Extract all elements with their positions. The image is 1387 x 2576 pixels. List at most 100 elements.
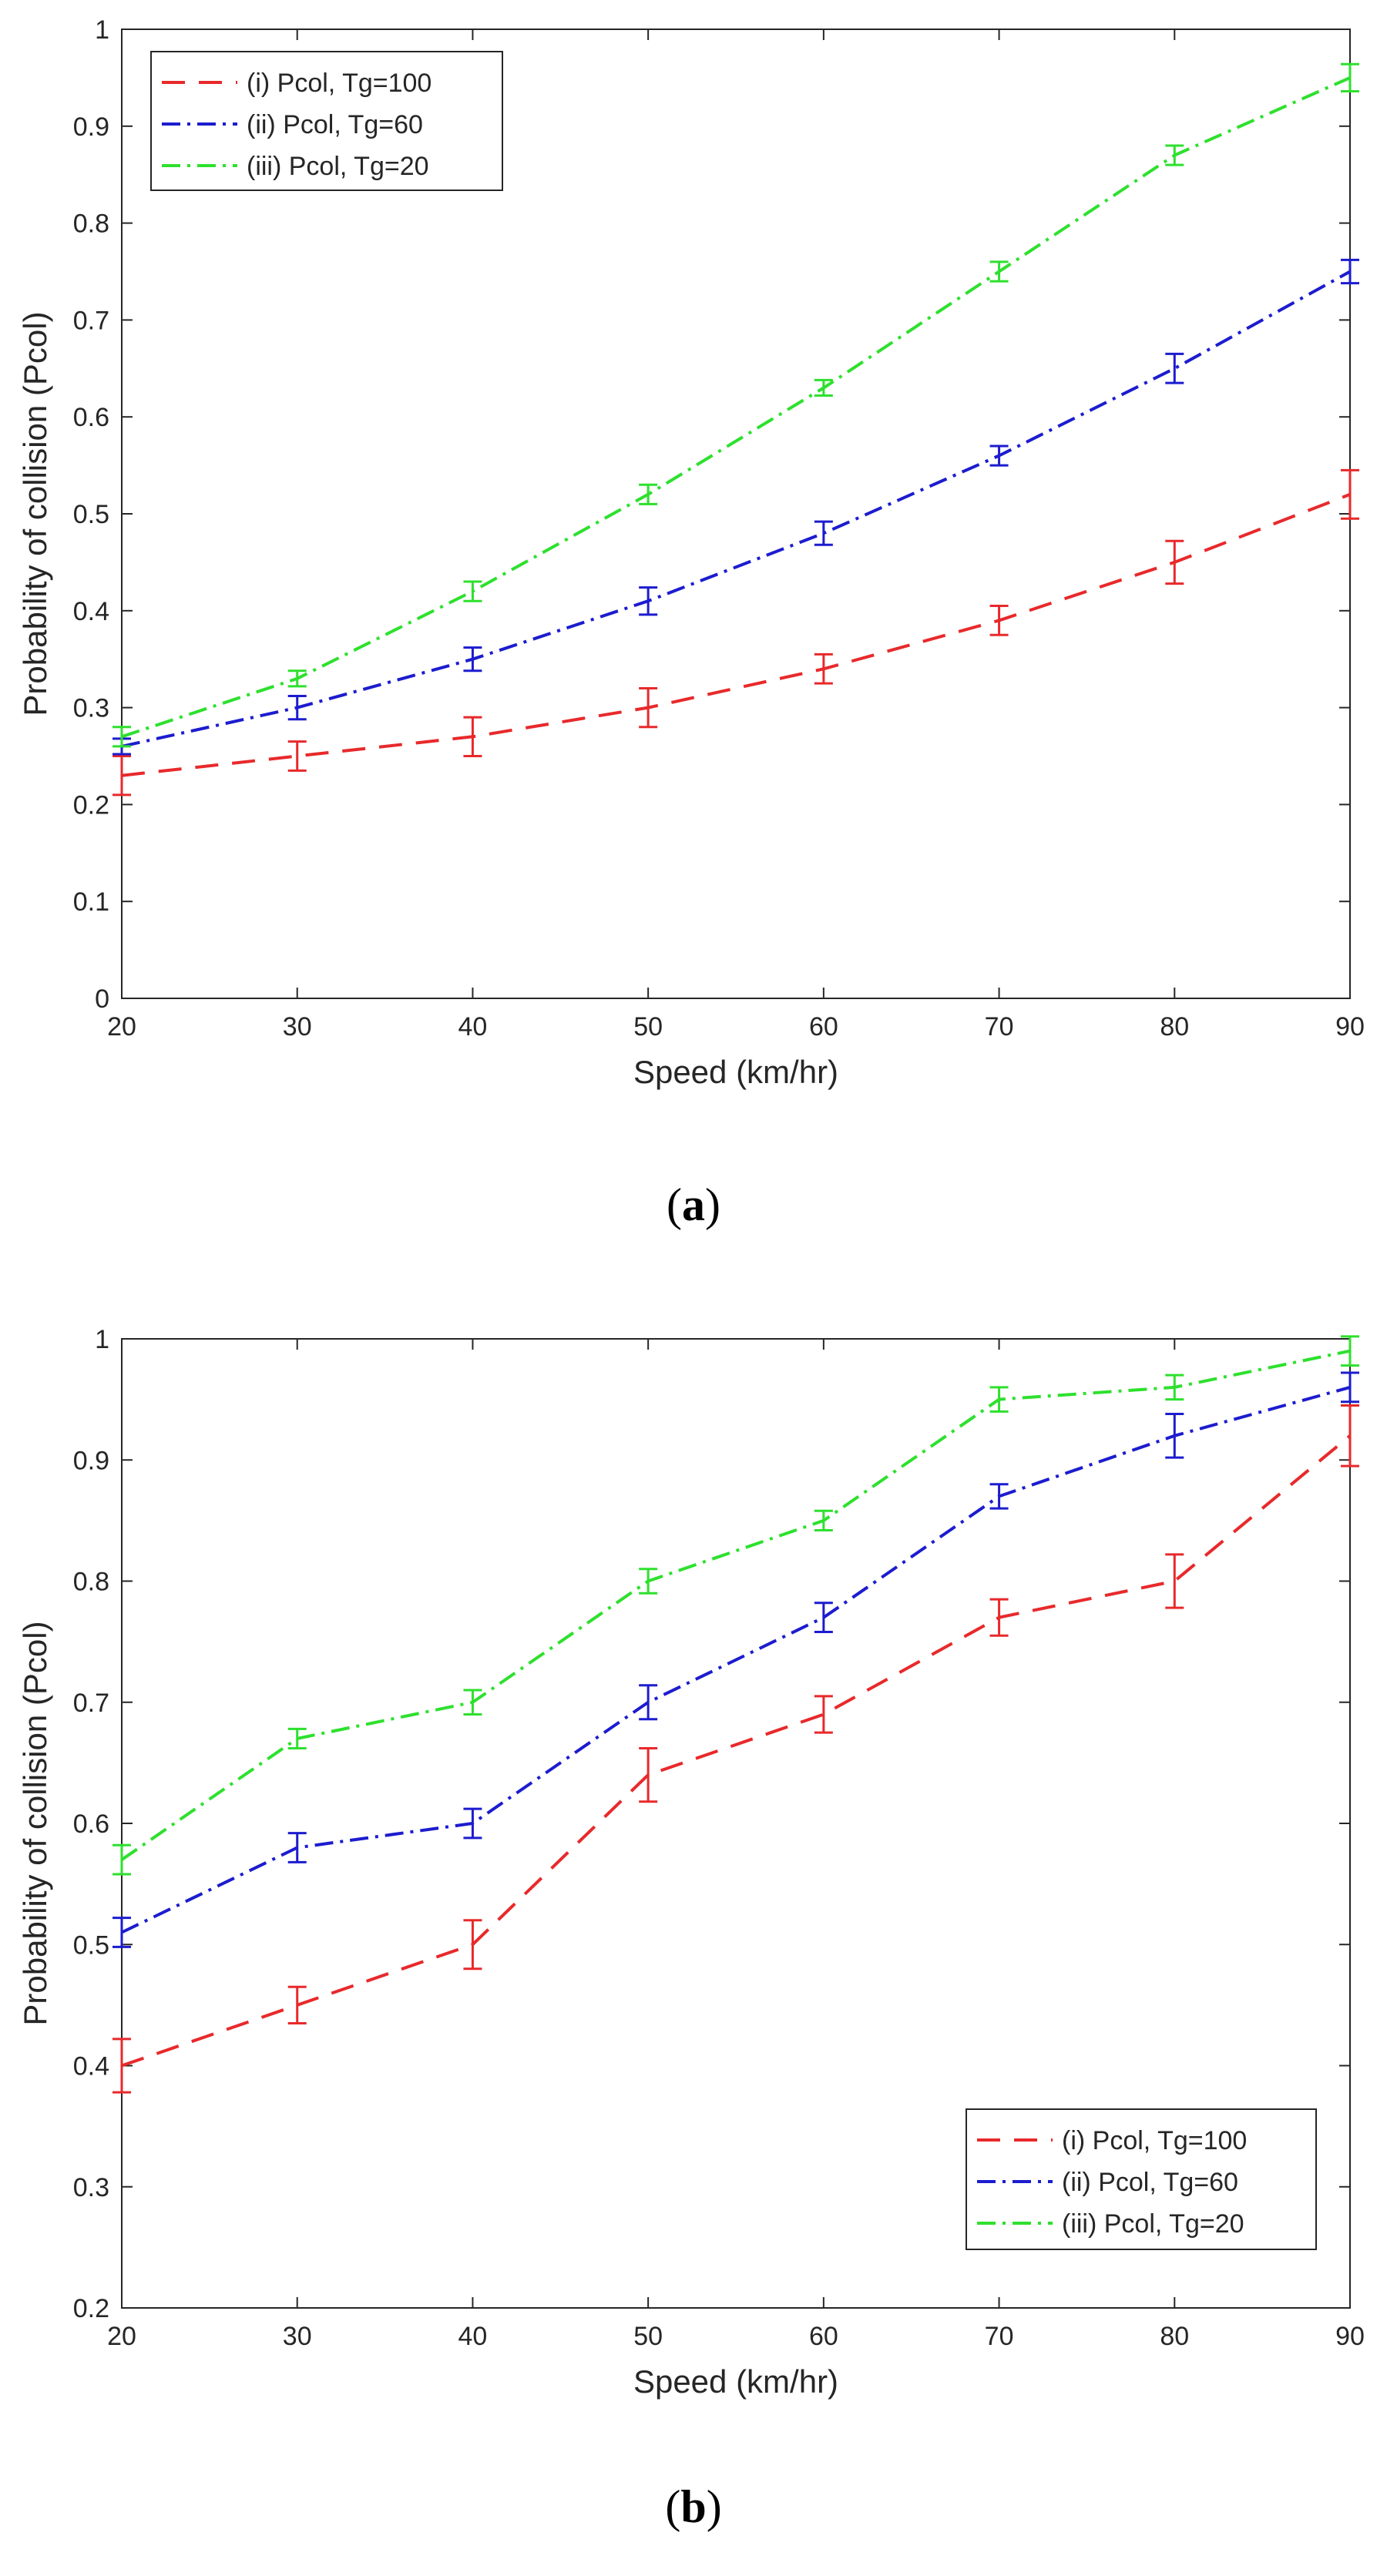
error-bar-point (814, 1602, 833, 1634)
legend-label: (i) Pcol, Tg=100 (1062, 2126, 1247, 2155)
error-bar-point (639, 1684, 658, 1721)
y-tick-label: 0.3 (73, 2173, 109, 2202)
caption-b: (b) (665, 2481, 722, 2532)
error-bar-point (287, 695, 307, 721)
legend-label: (ii) Pcol, Tg=60 (247, 110, 423, 139)
legend-label: (i) Pcol, Tg=100 (247, 69, 432, 98)
error-bar-point (463, 1807, 482, 1840)
series-line (121, 270, 1351, 748)
error-bar-point (814, 520, 833, 546)
error-bar-point (1341, 258, 1359, 285)
error-bar-point (639, 1747, 658, 1803)
series-b-1 (113, 1404, 1359, 2094)
error-bar-point (287, 740, 307, 772)
legend-b: (i) Pcol, Tg=100 (ii) Pcol, Tg=60 (iii) Pc… (966, 2108, 1317, 2250)
error-bar-point (814, 1695, 833, 1734)
error-bar-point (113, 755, 131, 797)
error-bar-point (1165, 1412, 1184, 1459)
y-tick-label: 0.6 (73, 403, 109, 432)
series-line (120, 1349, 1351, 1861)
y-axis-label: Probability of collision (Pcol) (17, 1621, 53, 2025)
y-tick-label: 0.7 (73, 1689, 109, 1718)
x-tick-label: 70 (985, 1012, 1014, 1041)
error-bar-point (989, 444, 1009, 467)
error-bar-point (113, 726, 131, 748)
chart-panel-a: 20 30 40 50 60 70 80 90 0 0.1 0.2 0.3 0.4 0.5 0.6 0.7 0.… (17, 15, 1365, 1090)
error-bar-point (463, 646, 482, 673)
error-bar-point (814, 1509, 833, 1531)
y-tick-label: 0.5 (73, 500, 109, 529)
y-tick-label: 0.5 (73, 1930, 109, 1960)
error-bar-point (1165, 1374, 1184, 1401)
x-tick-label: 90 (1335, 1012, 1365, 1041)
y-tick-label: 0.9 (73, 112, 109, 142)
y-tick-label: 1 (95, 15, 109, 45)
error-bar-point (639, 1568, 658, 1595)
error-bar-point (1341, 468, 1359, 520)
x-tick-label: 20 (107, 1012, 136, 1041)
x-tick-label: 50 (633, 1012, 663, 1041)
series-line (121, 1385, 1351, 1934)
error-bar-point (1165, 539, 1184, 585)
series-a-3 (113, 62, 1359, 748)
x-tick-label: 80 (1160, 1012, 1189, 1041)
y-tick-label: 0.7 (73, 306, 109, 335)
error-bar-point (287, 1727, 307, 1750)
y-tick-label: 0.4 (73, 2052, 109, 2081)
y-axis-label: Probability of collision (Pcol) (17, 311, 53, 716)
caption-a: (a) (667, 1179, 720, 1230)
x-axis-label: Speed (km/hr) (633, 1054, 838, 1090)
series-line (121, 492, 1351, 777)
error-bar-point (639, 586, 658, 616)
caption-b-letter: b (680, 2481, 707, 2532)
error-bar-point (287, 1985, 307, 2024)
x-tick-label: 30 (283, 1012, 312, 1041)
series-line (121, 1434, 1352, 2068)
y-tick-label: 0.9 (73, 1446, 109, 1475)
y-tick-label: 0.2 (73, 2294, 109, 2323)
x-axis-label: Speed (km/hr) (633, 2363, 838, 2400)
error-bar-point (814, 378, 833, 397)
error-bar-point (113, 2038, 131, 2094)
error-bar-point (287, 1832, 307, 1863)
error-bar-point (113, 1917, 131, 1948)
error-bar-point (463, 1919, 482, 1971)
legend-label: (ii) Pcol, Tg=60 (1062, 2168, 1238, 2197)
error-bar-point (1341, 62, 1359, 93)
series-b-3 (113, 1335, 1359, 1876)
y-tick-label: 0.3 (73, 694, 109, 723)
error-bar-point (989, 1598, 1009, 1637)
series-a-1 (113, 468, 1359, 797)
error-bar-point (989, 1483, 1009, 1510)
x-tick-label: 60 (809, 1012, 838, 1041)
error-bar-point (1341, 1371, 1359, 1404)
error-bar-point (1165, 144, 1184, 166)
legend-label: (iii) Pcol, Tg=20 (1062, 2209, 1244, 2239)
error-bar-point (1341, 1335, 1359, 1367)
chart-panel-b: 20 30 40 50 60 70 80 90 0.2 0.3 0.4 0.5 0.6 0.7 0.8 0.9… (17, 1325, 1365, 2400)
x-tick-label: 80 (1160, 2322, 1189, 2351)
error-bar-point (989, 1386, 1009, 1413)
caption-a-letter: a (682, 1179, 705, 1230)
legend-box (966, 2108, 1317, 2250)
x-tick-label: 70 (985, 2322, 1014, 2351)
error-bar-point (1341, 1404, 1359, 1467)
legend-a: (i) Pcol, Tg=100 (ii) Pcol, Tg=60 (iii) Pc… (150, 51, 503, 191)
x-tick-label: 40 (458, 1012, 488, 1041)
error-bar-point (287, 669, 307, 688)
y-tick-label: 0.2 (73, 790, 109, 820)
error-bar-point (463, 580, 482, 602)
x-tick-label: 20 (107, 2322, 136, 2351)
x-tick-label: 50 (633, 2322, 663, 2351)
error-bar-point (989, 260, 1009, 283)
error-bar-point (1165, 1553, 1184, 1609)
y-tick-label: 0.8 (73, 210, 109, 239)
x-tick-label: 30 (283, 2322, 312, 2351)
error-bar-point (1165, 352, 1184, 384)
error-bar-point (463, 1689, 482, 1716)
error-bar-point (639, 483, 658, 505)
error-bar-point (113, 1843, 131, 1876)
y-tick-label: 0.8 (73, 1568, 109, 1597)
error-bar-point (989, 605, 1009, 636)
x-tick-label: 90 (1335, 2322, 1365, 2351)
